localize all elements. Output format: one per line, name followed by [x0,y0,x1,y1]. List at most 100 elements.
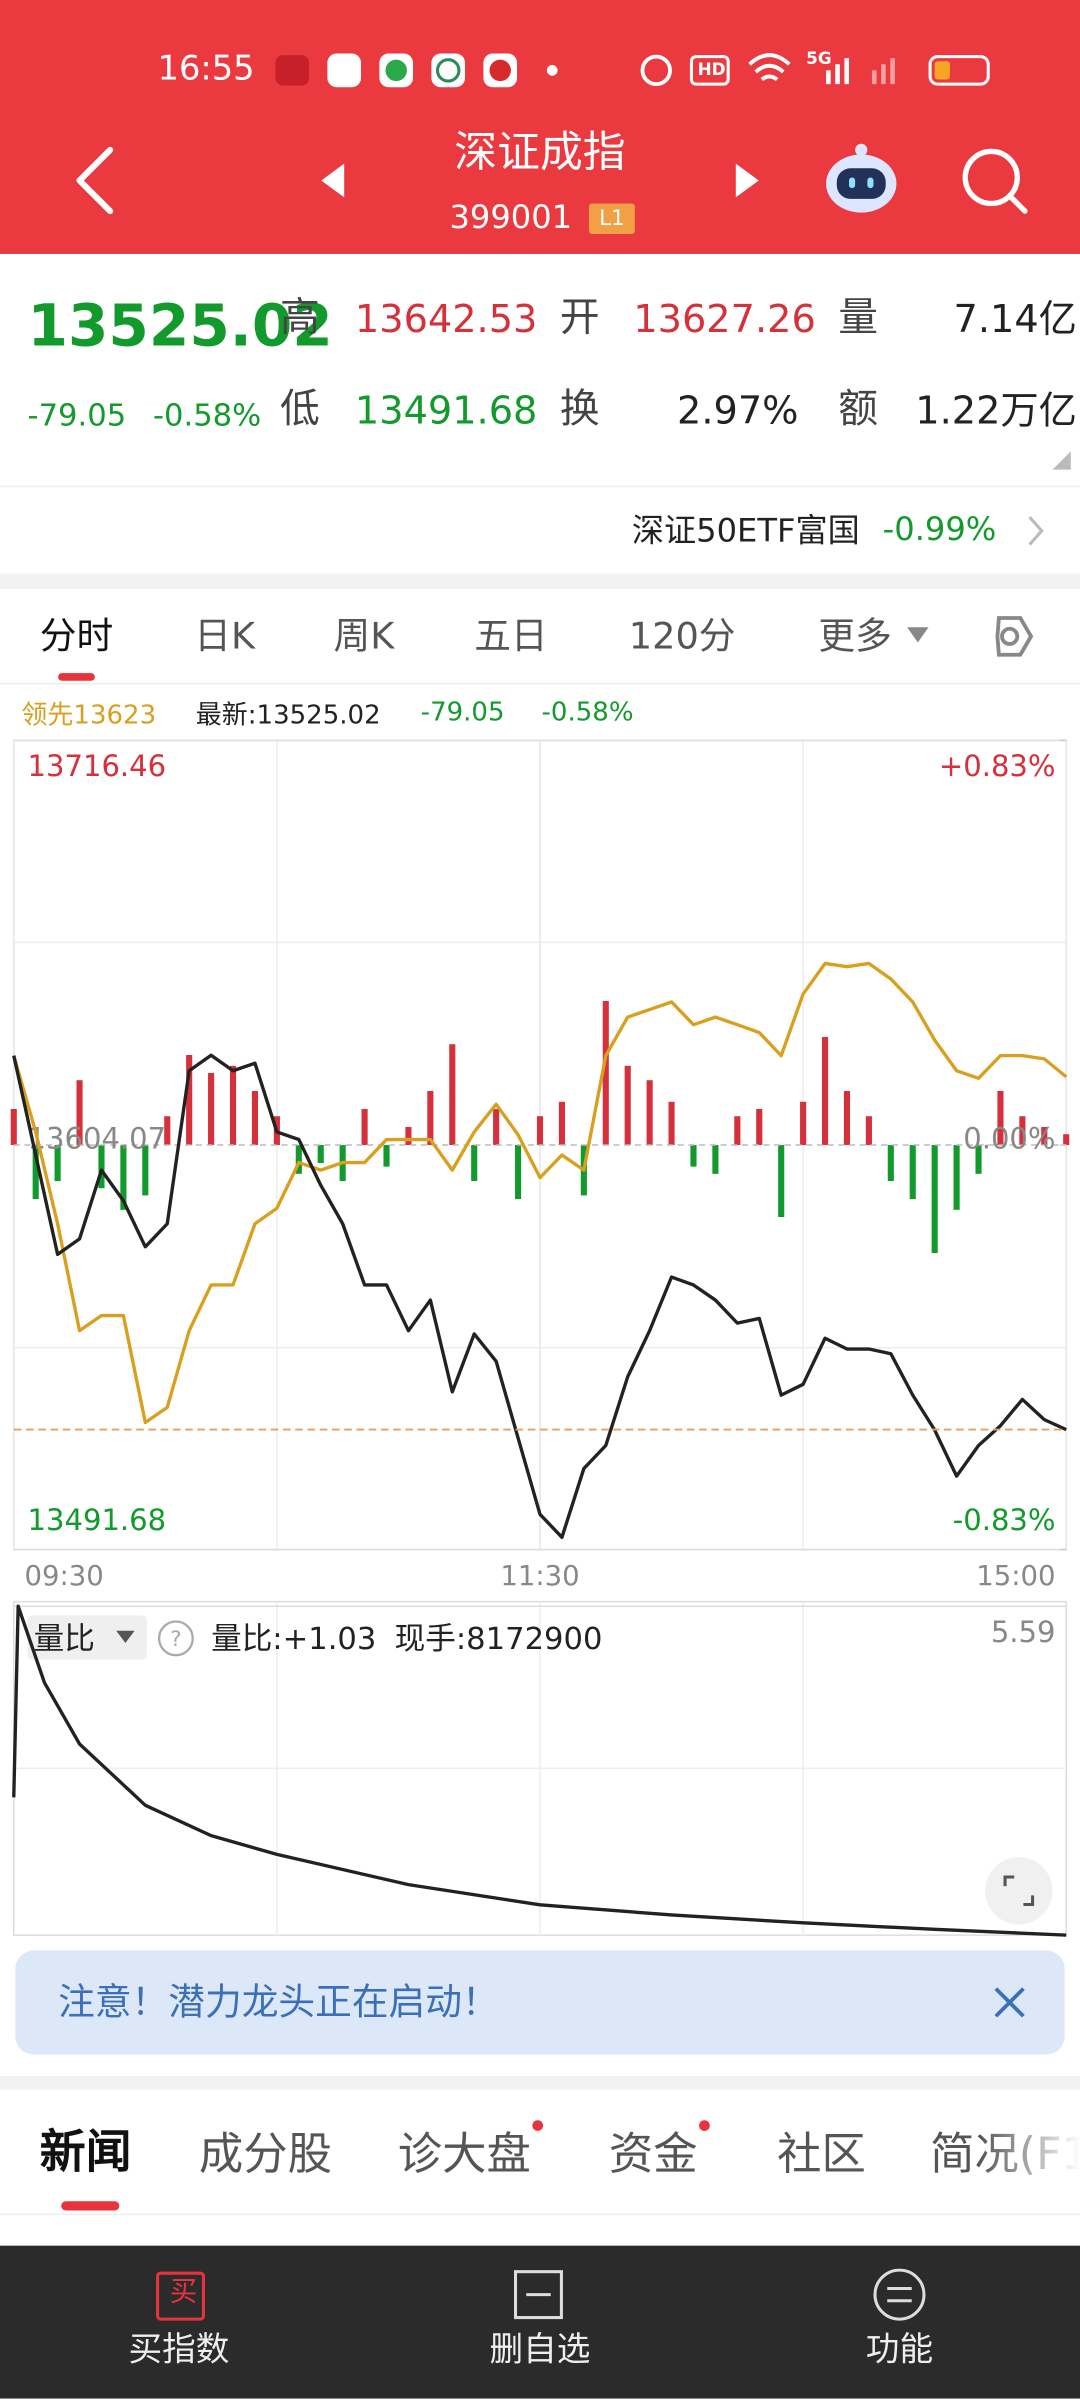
tab[interactable]: 五日 [474,614,548,658]
bar [712,1145,719,1174]
field-value: 13627.26 [633,296,816,342]
field-label: 换 [559,387,600,433]
robot-button[interactable] [826,143,897,213]
bar [142,1145,149,1196]
gap [0,573,1080,589]
price-change: -79.05 [27,396,127,433]
more-caret[interactable] [907,627,929,643]
news-tab[interactable]: 诊大盘 [397,2127,531,2180]
next-button[interactable] [735,163,759,198]
indicator-stat: 量比:+1.03 [211,1619,377,1657]
status-time: 16:55 [157,50,255,89]
help-icon: ? [170,1627,181,1652]
index-code: 399001 [449,198,573,236]
tab-active[interactable]: 分时 [39,614,114,658]
badge-dot [532,2120,544,2131]
indicator-select[interactable] [27,1615,147,1660]
status-icon [327,53,362,88]
bar [624,1065,631,1146]
bar [98,1145,105,1189]
bar [295,1145,302,1174]
price-change-pct: -0.58% [152,396,262,433]
nav-label[interactable]: 买指数 [128,2331,230,2370]
x-tick-label: 11:30 [500,1560,579,1592]
back-button[interactable] [76,146,114,215]
news-tab[interactable]: 成分股 [198,2127,332,2180]
fullscreen-button[interactable] [985,1857,1053,1925]
function-icon[interactable] [870,2268,928,2324]
prev-button[interactable] [321,163,345,198]
nav-label[interactable]: 删自选 [489,2331,591,2370]
y-tick-label: 13716.46 [28,749,167,783]
badge-bg [588,203,635,235]
bar [931,1145,938,1254]
legend-change: -79.05 [420,697,505,729]
bar [164,1116,171,1146]
header-icons [76,53,1028,235]
bar [536,1116,544,1146]
battery [928,55,990,86]
y-tick-label: 5.59 [991,1615,1056,1649]
bar [208,1073,215,1146]
bar [186,1055,193,1146]
tab[interactable]: 120分 [628,614,736,658]
tab[interactable]: 更多 [818,614,892,658]
field-value: 13491.68 [354,388,538,433]
x-tick-label: 15:00 [976,1560,1055,1592]
signal [826,70,831,85]
field-label: 额 [838,387,879,433]
bar [493,1109,500,1146]
y-tick-label: 13604.07 [28,1121,167,1155]
signal [844,58,850,85]
bar [32,1145,39,1200]
signal [881,64,886,85]
bar [383,1145,390,1167]
expand-corner[interactable] [1052,451,1071,470]
delete-icon[interactable] [511,2269,569,2324]
bar [865,1116,872,1146]
bar [734,1116,741,1146]
bar [515,1145,522,1200]
settings-button[interactable] [995,616,1034,657]
alarm-icon [640,54,672,87]
battery-level [934,61,950,80]
etf-name[interactable]: 深证50ETF富国 [631,512,860,550]
bar [602,1001,609,1146]
news-tab[interactable]: 社区 [777,2127,866,2180]
tab[interactable]: 日K [194,614,256,658]
level-badge: L1 [599,206,625,231]
etf-chevron[interactable] [1028,516,1044,546]
bar [997,1091,1004,1146]
field-value: 2.97% [677,388,799,433]
status-icon [435,58,461,83]
news-tab[interactable]: 资金 [608,2127,698,2180]
bar [558,1101,565,1146]
field-value: 13642.53 [354,296,538,342]
tab[interactable]: 周K [333,614,395,658]
indicator-stat: 现手:8172900 [394,1619,603,1657]
notice-bar[interactable] [15,1950,1065,2055]
bar [646,1080,653,1146]
divider [0,2213,1080,2216]
search-button[interactable] [962,148,1028,214]
help-button[interactable] [157,1620,194,1657]
bar [405,1127,412,1146]
notice-text[interactable]: 注意！潜力龙头正在启动！ [58,1981,499,2024]
bar [120,1145,127,1210]
buy-icon[interactable] [156,2271,205,2321]
settings-button[interactable] [1000,626,1020,646]
status-hd: HD [697,59,726,80]
news-tab-active[interactable]: 新闻 [39,2126,132,2180]
legend-entry: 领先13623 [21,700,156,730]
hd-box [689,55,730,86]
status-icon [489,59,511,82]
bar [1063,1134,1070,1146]
notice-close[interactable] [991,1984,1028,2021]
bar [361,1109,368,1146]
news-tabs: 新闻 成分股 诊大盘 资金 社区 简况(F10) [0,2111,1080,2203]
indicator-name[interactable]: 量比 [33,1619,95,1657]
news-tab-indicator [61,2201,120,2211]
bar [10,1109,17,1146]
nav-label[interactable]: 功能 [865,2331,934,2370]
signal [871,70,877,85]
